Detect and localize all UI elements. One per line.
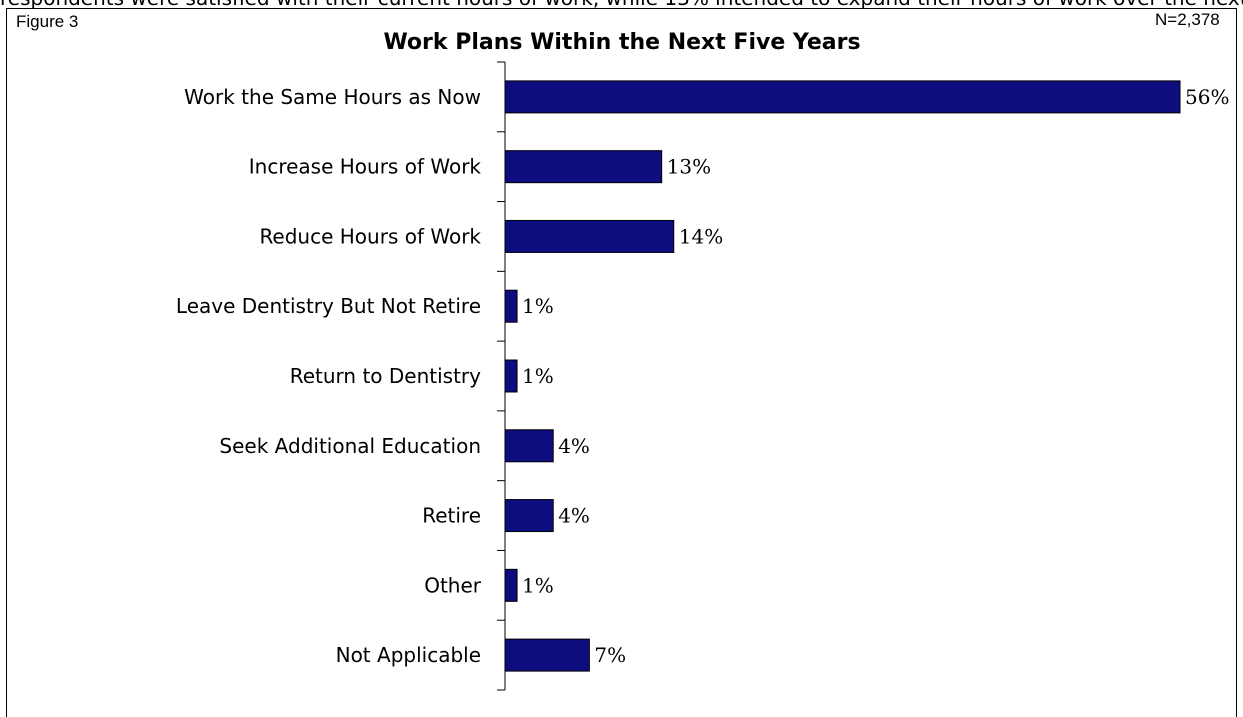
y-axis-ticks bbox=[497, 61, 505, 691]
value-label: 1% bbox=[522, 573, 554, 597]
value-label: 14% bbox=[679, 224, 723, 248]
bar bbox=[504, 638, 590, 672]
category-label: Work the Same Hours as Now bbox=[184, 85, 481, 109]
value-label: 1% bbox=[522, 364, 554, 388]
bar bbox=[504, 80, 1181, 114]
page-body-text-fragment: respondents were satisfied with their cu… bbox=[0, 0, 1243, 8]
category-label: Leave Dentistry But Not Retire bbox=[176, 294, 481, 318]
bar bbox=[504, 568, 518, 602]
category-label: Increase Hours of Work bbox=[249, 155, 482, 179]
value-label: 4% bbox=[558, 504, 590, 528]
bar bbox=[504, 359, 518, 393]
sample-size-label: N=2,378 bbox=[1155, 10, 1220, 29]
value-label: 56% bbox=[1185, 85, 1229, 109]
category-label: Reduce Hours of Work bbox=[259, 224, 481, 248]
bar bbox=[504, 219, 675, 253]
value-label: 13% bbox=[667, 155, 711, 179]
bar bbox=[504, 150, 663, 184]
value-label: 7% bbox=[594, 643, 626, 667]
bars-group bbox=[504, 80, 1181, 672]
category-label: Not Applicable bbox=[336, 643, 481, 667]
value-label: 1% bbox=[522, 294, 554, 318]
category-labels: Work the Same Hours as Now Increase Hours… bbox=[176, 85, 482, 667]
figure-frame bbox=[6, 8, 1237, 717]
category-label: Other bbox=[424, 573, 482, 597]
figure-label: Figure 3 bbox=[16, 12, 78, 31]
category-label: Retire bbox=[422, 504, 481, 528]
bar bbox=[504, 289, 518, 323]
bar bbox=[504, 429, 554, 463]
value-labels: 56% 13% 14% 1% 1% 4% 4% 1% 7% bbox=[522, 85, 1229, 667]
value-label: 4% bbox=[558, 434, 590, 458]
bar bbox=[504, 499, 554, 533]
category-label: Seek Additional Education bbox=[219, 434, 481, 458]
chart-title: Work Plans Within the Next Five Years bbox=[383, 30, 860, 55]
category-label: Return to Dentistry bbox=[290, 364, 481, 388]
